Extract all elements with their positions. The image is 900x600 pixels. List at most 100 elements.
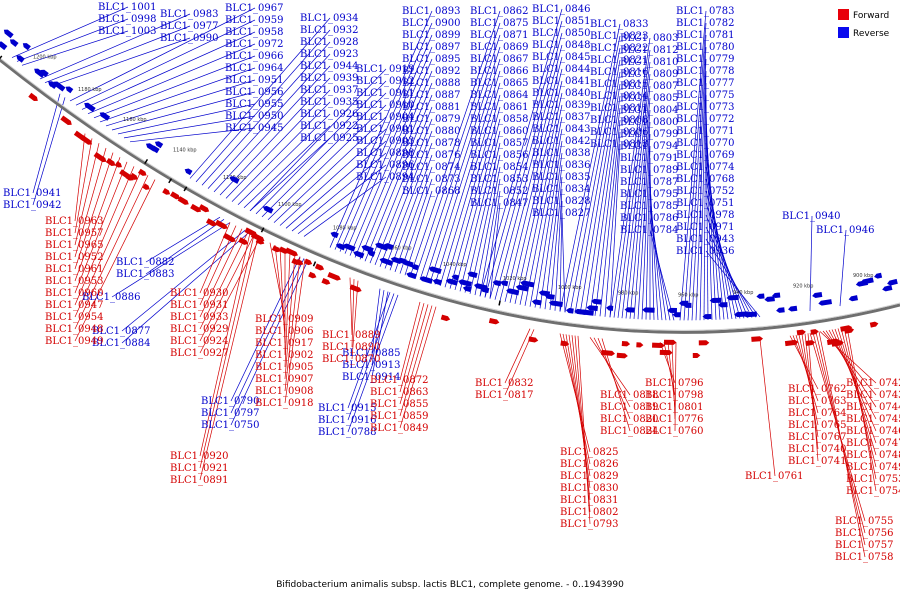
gene-label: BLC1_0901 <box>356 124 414 135</box>
gene-label: BLC1_0959 <box>225 15 283 26</box>
gene-label: BLC1_1003 <box>98 26 156 37</box>
gene-label: BLC1_0857 <box>470 138 528 149</box>
forward-gene-mark <box>205 218 217 227</box>
forward-gene-mark <box>170 191 181 200</box>
label-connector <box>389 154 433 271</box>
scale-tick-label: 900 kbp <box>853 273 873 279</box>
label-connector <box>145 219 225 275</box>
gene-label: BLC1_0898 <box>356 148 414 159</box>
label-connector <box>49 37 191 87</box>
label-connector <box>544 164 563 310</box>
label-connector <box>74 161 128 294</box>
label-connector <box>123 115 256 139</box>
gene-labels: BLC1_1001BLC1_0998BLC1_1003BLC1_0983BLC1… <box>3 2 900 563</box>
reverse-gene-mark <box>410 264 419 271</box>
gene-label: BLC1_0850 <box>532 28 590 39</box>
gene-label: BLC1_0821 <box>590 55 648 66</box>
gene-label: BLC1_0799 <box>620 129 678 140</box>
forward-gene-mark <box>222 232 236 243</box>
label-connector <box>291 152 387 232</box>
label-connector <box>514 92 563 304</box>
label-connector <box>819 331 877 384</box>
label-connector <box>671 342 676 420</box>
gene-label: BLC1_0899 <box>402 30 460 41</box>
label-connector <box>499 56 563 301</box>
gene-label: BLC1_0804 <box>620 105 678 116</box>
label-connector <box>334 22 433 250</box>
reverse-gene-mark <box>402 260 414 268</box>
label-connector <box>469 154 501 294</box>
label-connector <box>371 290 385 366</box>
label-connector <box>74 138 93 234</box>
gene-label: BLC1_0871 <box>470 30 528 41</box>
forward-gene-mark <box>692 352 701 358</box>
label-connector <box>705 250 761 318</box>
label-connector <box>359 82 433 260</box>
reverse-gene-mark <box>458 279 472 287</box>
gene-label: BLC1_0748 <box>846 450 900 461</box>
gene-label: BLC1_0845 <box>532 52 590 63</box>
gene-label: BLC1_0774 <box>676 162 734 173</box>
scale-tick-label: 940 kbp <box>733 290 753 296</box>
label-connector <box>617 61 651 318</box>
forward-gene-mark <box>321 277 331 285</box>
label-connector <box>44 25 191 84</box>
label-connector <box>11 6 129 58</box>
label-connector <box>237 113 331 205</box>
gene-label: BLC1_0925 <box>300 133 358 144</box>
reverse-gene-mark <box>0 39 19 61</box>
reverse-gene-mark <box>34 68 46 78</box>
gene-label: BLC1_0880 <box>402 126 460 137</box>
reverse-gene-mark <box>776 307 785 313</box>
reverse-gene-mark <box>330 231 339 239</box>
gene-label: BLC1_0894 <box>356 172 414 183</box>
reverse-gene-mark <box>683 302 692 308</box>
gene-label: BLC1_0932 <box>300 25 358 36</box>
gene-label: BLC1_0913 <box>342 360 400 371</box>
gene-label: BLC1_0824 <box>600 426 658 437</box>
gene-label: BLC1_0917 <box>255 338 313 349</box>
gene-label: BLC1_0795 <box>620 189 678 200</box>
label-connector <box>484 190 501 298</box>
gene-label: BLC1_0951 <box>225 75 283 86</box>
gene-label: BLC1_0760 <box>645 426 703 437</box>
reverse-gene-mark <box>462 285 472 292</box>
label-connector <box>424 46 501 282</box>
gene-label: BLC1_0851 <box>532 16 590 27</box>
forward-gene-mark <box>805 340 816 346</box>
gene-label: BLC1_0937 <box>300 85 358 96</box>
reverse-gene-mark <box>65 86 74 94</box>
reverse-gene-mark <box>812 291 823 298</box>
label-connector <box>243 125 331 209</box>
reverse-gene-mark <box>520 280 535 288</box>
gene-label: BLC1_0842 <box>532 136 590 147</box>
reverse-gene-mark <box>591 298 602 305</box>
label-connector <box>121 232 250 344</box>
gene-label: BLC1_0956 <box>225 87 283 98</box>
reverse-gene-mark <box>642 307 655 313</box>
gene-label: BLC1_0849 <box>370 423 428 434</box>
label-connector <box>329 10 433 248</box>
label-connector <box>629 97 651 319</box>
reverse-gene-mark <box>726 294 739 301</box>
label-connector <box>564 35 621 313</box>
gene-label: BLC1_0747 <box>846 438 900 449</box>
label-connector <box>111 222 231 298</box>
gene-label: BLC1_0780 <box>676 42 734 53</box>
gene-label: BLC1_0839 <box>532 100 590 111</box>
reverse-gene-mark <box>667 307 677 314</box>
label-connector <box>279 128 387 226</box>
gene-label: BLC1_0881 <box>402 102 460 113</box>
gene-label: BLC1_0949 <box>45 336 103 347</box>
reverse-gene-mark <box>150 145 160 154</box>
gene-label: BLC1_0818 <box>600 390 658 401</box>
gene-label: BLC1_0752 <box>676 186 734 197</box>
reverse-gene-mark <box>492 280 502 287</box>
scale-tick-label: 1100 kbp <box>278 202 302 208</box>
forward-gene-mark <box>784 339 799 347</box>
gene-label: BLC1_0788 <box>318 427 376 438</box>
gene-label: BLC1_0852 <box>470 186 528 197</box>
label-connector <box>818 331 866 558</box>
label-connector <box>449 106 501 289</box>
scale-tick-label: 1080 kbp <box>333 226 357 232</box>
